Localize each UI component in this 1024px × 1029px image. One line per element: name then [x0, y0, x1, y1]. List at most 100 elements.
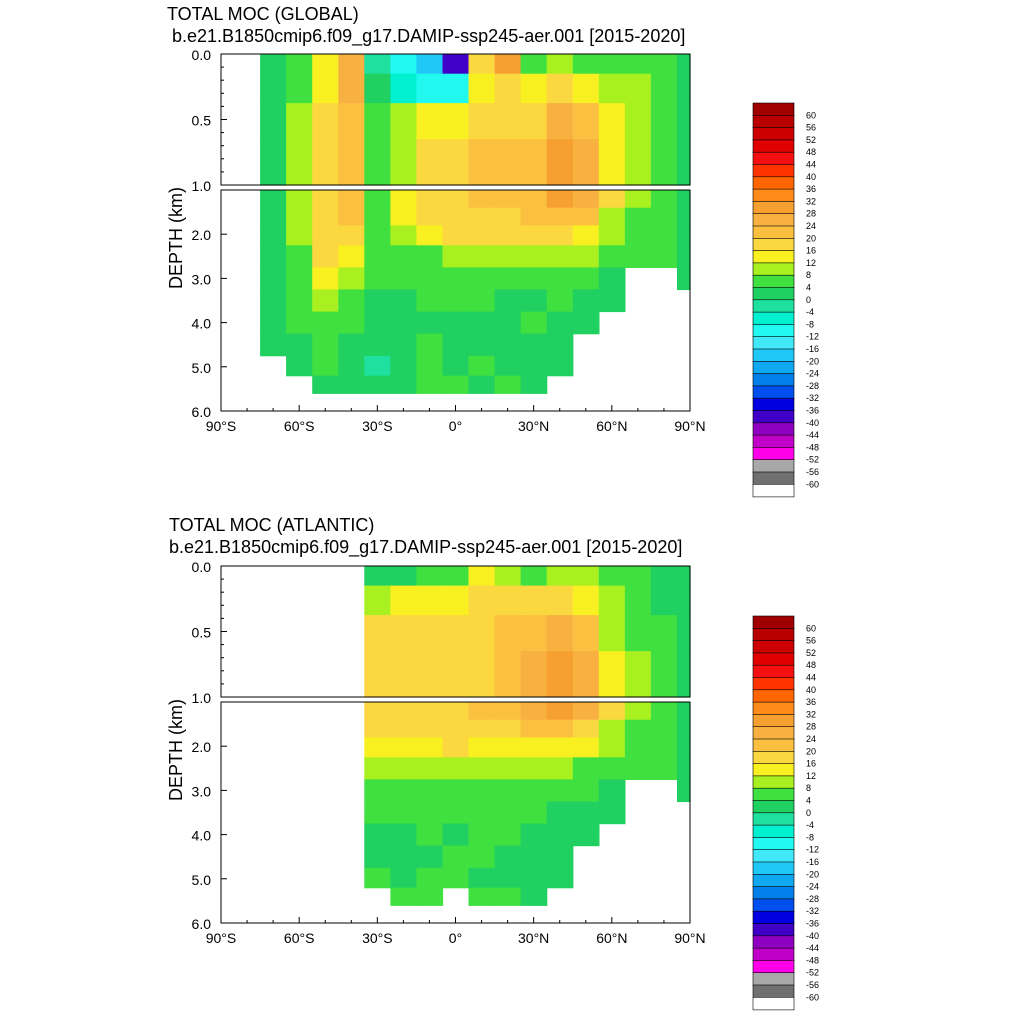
moc-cell — [598, 585, 626, 616]
colorbar-label: -56 — [806, 980, 819, 990]
moc-cell — [650, 651, 678, 698]
moc-cell — [468, 566, 496, 587]
moc-cell — [677, 190, 691, 209]
colorbar-label: 12 — [806, 258, 816, 268]
moc-cell — [442, 702, 470, 721]
x-tick-label: 60°N — [596, 418, 627, 434]
moc-cell — [416, 333, 444, 357]
moc-cell — [546, 289, 574, 313]
colorbar-swatch — [752, 373, 795, 387]
y-tick-label: 4.0 — [192, 828, 212, 844]
moc-cell — [416, 585, 444, 616]
moc-cell — [572, 779, 600, 803]
moc-cell — [520, 615, 548, 652]
moc-cell — [624, 207, 652, 226]
moc-cell — [364, 779, 391, 803]
moc-cell — [520, 54, 548, 75]
moc-cell — [494, 311, 522, 335]
x-tick-label: 30°N — [518, 930, 549, 946]
moc-cell — [390, 103, 418, 140]
colorbar-swatch — [752, 677, 795, 691]
moc-cell — [650, 757, 678, 780]
moc-cell — [624, 737, 652, 758]
moc-cell — [546, 245, 574, 268]
chart-title: TOTAL MOC (ATLANTIC) — [169, 515, 374, 535]
colorbar-swatch — [752, 972, 795, 986]
y-axis-lower: 2.0 3.0 4.0 5.0 6.0 — [192, 739, 227, 932]
x-tick-label: 30°N — [518, 418, 549, 434]
moc-cell — [598, 225, 626, 246]
moc-cell — [677, 139, 691, 186]
moc-cell — [416, 801, 444, 825]
colorbar-swatch — [752, 447, 795, 461]
moc-cell — [572, 566, 600, 587]
moc-cell — [624, 719, 652, 738]
colorbar-label: -24 — [806, 369, 819, 379]
moc-cell — [442, 225, 470, 246]
moc-cell — [364, 190, 391, 209]
moc-cell — [286, 311, 313, 335]
moc-cell — [364, 333, 391, 357]
colorbar-swatch — [752, 627, 795, 642]
moc-cell — [364, 801, 391, 825]
colorbar-label: -40 — [806, 931, 819, 941]
moc-cell — [468, 887, 496, 906]
moc-cell — [442, 73, 470, 104]
moc-cell — [546, 737, 574, 758]
moc-cell — [364, 103, 391, 140]
moc-cell — [364, 73, 391, 104]
moc-cell — [650, 585, 678, 616]
moc-cell — [520, 375, 548, 394]
moc-cell — [416, 355, 444, 377]
moc-cell — [598, 267, 626, 291]
colorbar-label: 40 — [806, 685, 816, 695]
moc-cell — [364, 651, 391, 698]
moc-cell — [677, 651, 691, 698]
moc-cell — [494, 615, 522, 652]
moc-cell — [520, 355, 548, 377]
moc-cell — [390, 867, 418, 889]
colorbar-swatch — [752, 250, 795, 264]
moc-cell — [338, 139, 365, 186]
colorbar-label: 36 — [806, 697, 816, 707]
moc-cell — [598, 139, 626, 186]
moc-cell — [416, 207, 444, 226]
colorbar-label: -36 — [806, 919, 819, 929]
moc-cell — [286, 267, 313, 291]
moc-cell — [468, 823, 496, 847]
colorbar-label: 56 — [806, 636, 816, 646]
moc-cell — [598, 245, 626, 268]
moc-cell — [364, 289, 391, 313]
lower-panel-cells — [364, 702, 691, 906]
moc-cell — [520, 139, 548, 186]
colorbar-global: 60565248444036322824201612840-4-8-12-16-… — [752, 102, 819, 498]
moc-cell — [468, 737, 496, 758]
colorbar-swatch — [752, 238, 795, 252]
moc-cell — [390, 73, 418, 104]
moc-cell — [468, 333, 496, 357]
moc-cell — [624, 585, 652, 616]
colorbar-label: -12 — [806, 845, 819, 855]
colorbar-swatch — [752, 422, 795, 436]
colorbar-swatch — [752, 812, 795, 826]
moc-cell — [546, 267, 574, 291]
y-tick-label: 6.0 — [192, 404, 212, 420]
moc-cell — [468, 267, 496, 291]
moc-cell — [494, 719, 522, 738]
colorbar-swatch — [752, 360, 795, 375]
moc-cell — [494, 73, 522, 104]
moc-cell — [416, 311, 444, 335]
moc-cell — [494, 225, 522, 246]
colorbar-swatch — [752, 188, 795, 203]
colorbar-label: -32 — [806, 906, 819, 916]
moc-cell — [312, 375, 339, 394]
moc-cell — [390, 823, 418, 847]
y-tick-label: 0.0 — [192, 559, 212, 575]
colorbar-label: 28 — [806, 722, 816, 732]
moc-cell — [650, 190, 678, 209]
moc-cell — [677, 207, 691, 226]
moc-cell — [442, 867, 470, 889]
chart-title: TOTAL MOC (GLOBAL) — [167, 4, 359, 24]
x-tick-label: 60°S — [284, 930, 315, 946]
moc-cell — [338, 225, 365, 246]
